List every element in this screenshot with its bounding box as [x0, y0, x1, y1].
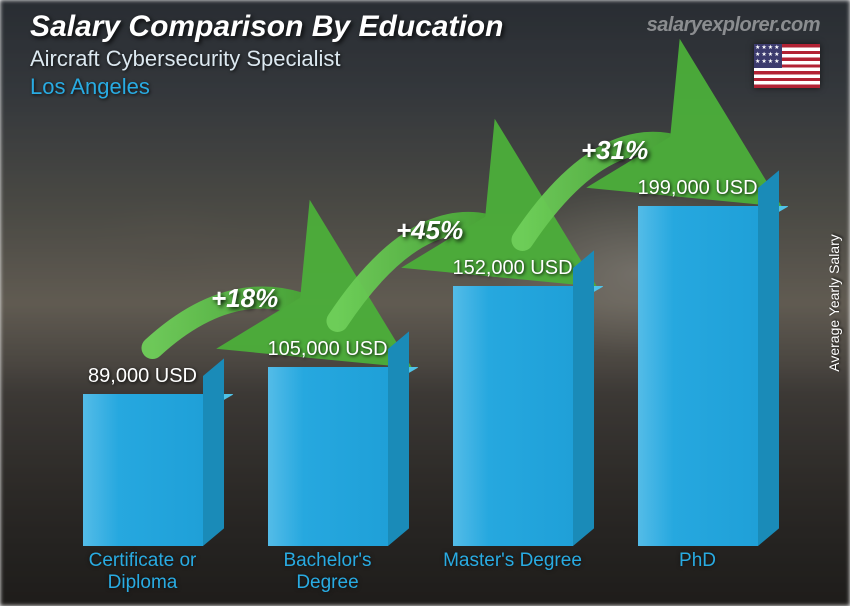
- bar-3d: [83, 394, 203, 546]
- x-label: PhD: [623, 550, 773, 598]
- increase-arc-label: +45%: [396, 215, 463, 246]
- x-label: Master's Degree: [438, 550, 588, 598]
- bar-front-face: [453, 286, 573, 546]
- bar-value-label: 152,000 USD: [452, 257, 572, 280]
- bar-value-label: 89,000 USD: [88, 365, 197, 388]
- x-axis-labels: Certificate or Diploma Bachelor's Degree M…: [50, 550, 790, 598]
- bar-chart: 89,000 USD 105,000 USD 152,000 USD 199,000 …: [50, 126, 790, 546]
- increase-arc-label: +18%: [211, 283, 278, 314]
- bar-group: 152,000 USD: [438, 257, 588, 546]
- infographic-stage: Salary Comparison By Education Aircraft …: [0, 0, 850, 606]
- bar-value-label: 199,000 USD: [637, 177, 757, 200]
- increase-arc-label: +31%: [581, 135, 648, 166]
- y-axis-label: Average Yearly Salary: [826, 234, 842, 372]
- x-label: Bachelor's Degree: [253, 550, 403, 598]
- bar-side-face: [573, 250, 594, 546]
- bar-side-face: [388, 331, 409, 546]
- chart-subtitle: Aircraft Cybersecurity Specialist: [30, 46, 503, 72]
- chart-location: Los Angeles: [30, 74, 503, 100]
- bar-front-face: [638, 206, 758, 546]
- chart-title: Salary Comparison By Education: [30, 10, 503, 44]
- header-block: Salary Comparison By Education Aircraft …: [30, 10, 503, 100]
- bar-side-face: [203, 358, 224, 546]
- bar-group: 199,000 USD: [623, 177, 773, 546]
- bar-3d: [638, 206, 758, 546]
- bar-side-face: [758, 170, 779, 546]
- x-label: Certificate or Diploma: [68, 550, 218, 598]
- watermark-text: salaryexplorer.com: [647, 14, 820, 37]
- bar-front-face: [268, 367, 388, 546]
- bar-front-face: [83, 394, 203, 546]
- bar-3d: [453, 286, 573, 546]
- bar-group: 105,000 USD: [253, 338, 403, 546]
- flag-icon: [754, 44, 820, 88]
- bar-3d: [268, 367, 388, 546]
- bar-value-label: 105,000 USD: [267, 338, 387, 361]
- bar-group: 89,000 USD: [68, 365, 218, 546]
